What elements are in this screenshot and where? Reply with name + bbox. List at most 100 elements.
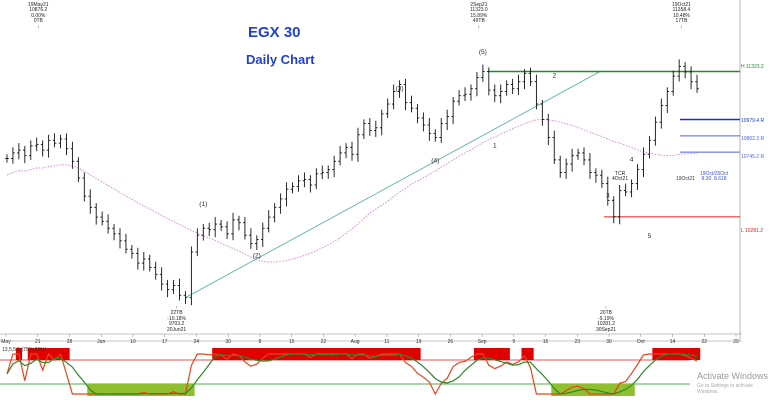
oversold-zone bbox=[122, 384, 130, 396]
price-bar bbox=[320, 165, 325, 180]
levels-layer bbox=[488, 70, 740, 218]
price-bar bbox=[433, 129, 438, 142]
chart-subtitle: Daily Chart bbox=[246, 52, 315, 67]
oversold-zone bbox=[557, 384, 564, 396]
price-bar bbox=[540, 99, 545, 126]
price-bar bbox=[605, 176, 610, 206]
moving-average-line bbox=[6, 118, 697, 263]
price-bar bbox=[308, 175, 313, 193]
price-bar bbox=[570, 148, 574, 172]
price-bar bbox=[510, 78, 515, 95]
price-bar bbox=[249, 228, 253, 249]
x-tick-label: 23 bbox=[575, 339, 581, 345]
price-bar bbox=[183, 291, 188, 305]
x-tick-label: 24 bbox=[194, 339, 200, 345]
price-bar bbox=[207, 222, 212, 237]
price-bar bbox=[332, 155, 336, 178]
price-bar bbox=[177, 278, 182, 301]
price-bar bbox=[314, 168, 319, 190]
x-tick-label: 11 bbox=[384, 339, 389, 345]
price-bar bbox=[290, 182, 295, 194]
price-bar bbox=[284, 182, 289, 207]
oversold-zone bbox=[604, 384, 611, 396]
price-bar bbox=[397, 80, 402, 98]
x-tick-label: 17 bbox=[162, 339, 168, 345]
price-bar bbox=[5, 154, 9, 163]
x-tick-label: 26 bbox=[448, 339, 454, 345]
price-bar bbox=[326, 165, 331, 179]
price-bar bbox=[403, 78, 408, 111]
level-label-r3: 10745.2 R bbox=[741, 154, 765, 160]
price-bar bbox=[439, 118, 444, 143]
price-bar bbox=[260, 222, 265, 247]
price-bar bbox=[100, 211, 104, 226]
price-bar bbox=[266, 210, 271, 233]
price-bar bbox=[498, 84, 503, 104]
oversold-zone bbox=[598, 384, 606, 396]
price-bar bbox=[522, 69, 527, 90]
price-bar bbox=[665, 87, 670, 113]
price-bar bbox=[34, 137, 39, 152]
oversold-zone bbox=[164, 384, 171, 396]
overbought-zone bbox=[694, 348, 701, 360]
oversold-zone bbox=[170, 384, 177, 396]
price-bar bbox=[118, 228, 122, 249]
price-bar bbox=[653, 116, 658, 146]
wave-label: (2) bbox=[253, 253, 261, 260]
level-label-r2: 10862.3 R bbox=[741, 136, 765, 142]
x-tick-label: 29 bbox=[733, 339, 739, 345]
price-bar bbox=[255, 235, 259, 251]
price-bar bbox=[272, 203, 277, 223]
price-bar bbox=[623, 183, 628, 197]
overbought-zone bbox=[51, 348, 58, 360]
wave-labels-layer: (1) (2) (3) (4) (5) 1 2 3 4 5 bbox=[199, 49, 651, 260]
price-bar bbox=[463, 87, 467, 101]
price-bar bbox=[695, 74, 699, 93]
price-bar bbox=[415, 104, 420, 124]
x-tick-label: 28 bbox=[67, 339, 73, 345]
price-bar bbox=[153, 261, 158, 280]
info-box-low-2: ↑ 20TB -9.19% 10281.2 30Sep21 bbox=[596, 305, 617, 333]
price-bar bbox=[344, 143, 348, 159]
oversold-zone bbox=[93, 384, 100, 396]
price-bar bbox=[219, 219, 223, 232]
price-bar bbox=[600, 169, 604, 188]
price-bar bbox=[17, 143, 21, 160]
price-bar bbox=[356, 127, 360, 162]
x-tick-label: 19 bbox=[416, 339, 422, 345]
x-tick-label: 30 bbox=[606, 339, 612, 345]
overbought-zone bbox=[414, 348, 421, 360]
x-tick-label: 22 bbox=[701, 339, 707, 345]
price-bar bbox=[201, 224, 206, 241]
price-bar bbox=[11, 147, 15, 164]
price-bar bbox=[302, 172, 307, 188]
price-bar bbox=[106, 214, 110, 234]
oversold-zone bbox=[146, 384, 153, 396]
price-bar bbox=[558, 155, 563, 178]
trendline-layer bbox=[185, 71, 601, 298]
price-bar bbox=[40, 140, 45, 157]
overbought-zone bbox=[503, 348, 510, 360]
price-bar bbox=[629, 179, 634, 198]
x-tick-label: 16 bbox=[543, 339, 549, 345]
oversold-zone bbox=[158, 384, 165, 396]
wave-label: (3) bbox=[396, 85, 404, 92]
overbought-zone bbox=[366, 348, 374, 360]
oscillator-layer bbox=[0, 348, 701, 396]
price-bar bbox=[647, 136, 652, 159]
price-bar bbox=[195, 228, 200, 257]
price-bar bbox=[552, 130, 557, 165]
x-tick-label: Aug bbox=[351, 339, 360, 345]
activate-windows-title: Activate Windows bbox=[697, 371, 769, 381]
oversold-zone bbox=[551, 384, 558, 396]
overbought-zone bbox=[521, 348, 528, 360]
wave-label: (1) bbox=[199, 201, 207, 208]
oversold-zone bbox=[152, 384, 159, 396]
overbought-zone bbox=[235, 348, 243, 360]
price-bar bbox=[445, 109, 449, 131]
oversold-zone bbox=[616, 384, 623, 396]
oversold-zone bbox=[128, 384, 136, 396]
x-tick-label: 10 bbox=[130, 339, 136, 345]
price-bar bbox=[52, 133, 57, 148]
price-bar bbox=[671, 70, 676, 96]
